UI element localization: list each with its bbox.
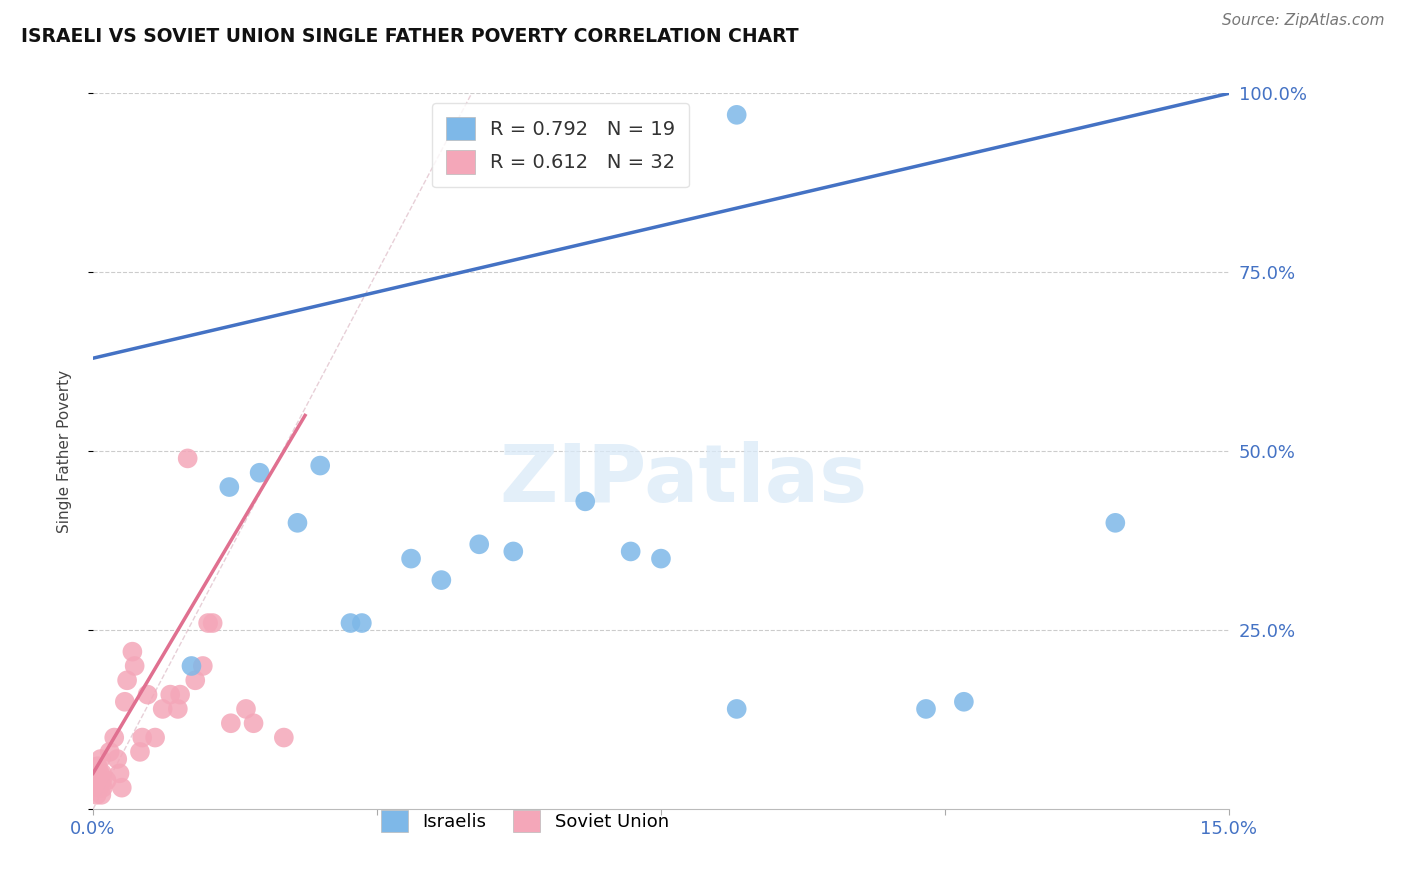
Point (96, 773, 118, 788)
Point (111, 780, 134, 795)
Point (87, 773, 110, 788)
Point (953, 695, 976, 709)
Point (273, 731, 295, 745)
Point (87, 780, 110, 795)
Point (309, 458, 332, 473)
Point (1104, 516, 1126, 530)
Point (91, 773, 114, 788)
Point (124, 659, 146, 673)
Point (98, 745, 121, 759)
Point (166, 702, 188, 716)
Point (105, 752, 128, 766)
Text: ISRAELI VS SOVIET UNION SINGLE FATHER POVERTY CORRELATION CHART: ISRAELI VS SOVIET UNION SINGLE FATHER PO… (21, 27, 799, 45)
Point (90, 752, 112, 766)
Point (159, 688, 181, 702)
Point (915, 702, 938, 716)
Point (620, 544, 643, 558)
Point (129, 745, 152, 759)
Point (108, 766, 131, 780)
Point (115, 673, 138, 688)
Point (103, 731, 125, 745)
Point (143, 731, 166, 745)
Point (191, 659, 214, 673)
Point (136, 688, 159, 702)
Point (350, 615, 373, 630)
Point (399, 551, 422, 566)
Point (176, 451, 198, 466)
Text: Source: ZipAtlas.com: Source: ZipAtlas.com (1222, 13, 1385, 29)
Point (121, 645, 143, 659)
Point (218, 480, 240, 494)
Point (502, 544, 524, 558)
Point (235, 702, 257, 716)
Point (725, 108, 748, 122)
Point (180, 659, 202, 673)
Point (249, 466, 271, 480)
Point (131, 731, 153, 745)
Point (339, 615, 361, 630)
Point (91, 766, 114, 780)
Point (201, 615, 224, 630)
Point (184, 673, 207, 688)
Point (242, 716, 264, 731)
Point (219, 716, 242, 731)
Point (114, 695, 136, 709)
Point (152, 702, 174, 716)
Point (574, 494, 596, 508)
Point (650, 551, 672, 566)
Point (86, 759, 108, 773)
Point (90, 788, 112, 802)
Y-axis label: Single Father Poverty: Single Father Poverty (58, 369, 72, 533)
Point (86, 788, 108, 802)
Point (197, 615, 219, 630)
Point (725, 702, 748, 716)
Point (169, 688, 191, 702)
Point (430, 573, 453, 587)
Point (91, 780, 114, 795)
Point (89, 766, 111, 780)
Legend: Israelis, Soviet Union: Israelis, Soviet Union (370, 799, 679, 843)
Text: ZIPatlas: ZIPatlas (499, 441, 868, 519)
Point (87, 780, 110, 795)
Point (468, 537, 491, 551)
Point (287, 516, 309, 530)
